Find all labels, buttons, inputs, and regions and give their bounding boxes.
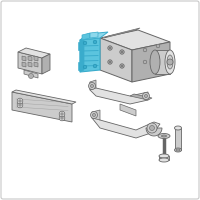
Circle shape (120, 64, 124, 68)
Circle shape (90, 84, 94, 88)
Polygon shape (90, 80, 96, 90)
Polygon shape (12, 92, 72, 122)
Circle shape (59, 111, 65, 117)
Circle shape (143, 48, 147, 52)
Circle shape (17, 98, 23, 104)
Ellipse shape (174, 148, 182, 152)
Circle shape (109, 47, 111, 49)
Circle shape (92, 114, 96, 116)
Ellipse shape (162, 135, 166, 137)
Circle shape (121, 51, 123, 53)
Ellipse shape (174, 126, 182, 130)
Circle shape (83, 65, 87, 69)
Circle shape (108, 60, 112, 64)
Polygon shape (100, 30, 170, 50)
Polygon shape (120, 104, 136, 116)
Circle shape (120, 50, 124, 54)
Polygon shape (28, 56, 32, 61)
Circle shape (59, 115, 65, 121)
Polygon shape (175, 128, 181, 150)
Polygon shape (42, 54, 50, 74)
Polygon shape (100, 38, 132, 82)
Circle shape (143, 60, 147, 64)
Circle shape (156, 44, 160, 48)
Circle shape (61, 117, 63, 119)
Polygon shape (18, 48, 50, 58)
Circle shape (144, 95, 148, 98)
Polygon shape (159, 156, 169, 160)
Circle shape (29, 73, 34, 78)
Polygon shape (155, 50, 170, 74)
Polygon shape (146, 128, 162, 136)
Polygon shape (22, 62, 26, 67)
Ellipse shape (167, 55, 173, 69)
Polygon shape (78, 62, 80, 70)
Polygon shape (92, 110, 100, 120)
Polygon shape (90, 32, 98, 38)
Polygon shape (80, 32, 108, 40)
Polygon shape (80, 38, 100, 72)
Ellipse shape (159, 158, 169, 162)
Polygon shape (34, 56, 38, 61)
Polygon shape (92, 112, 160, 138)
Circle shape (121, 65, 123, 67)
Polygon shape (104, 28, 140, 38)
Polygon shape (28, 62, 32, 67)
Polygon shape (78, 42, 80, 50)
Ellipse shape (158, 134, 170, 138)
Circle shape (93, 64, 97, 68)
Circle shape (147, 123, 157, 133)
Circle shape (93, 40, 97, 44)
Circle shape (156, 56, 160, 60)
Ellipse shape (165, 50, 175, 74)
Ellipse shape (150, 50, 160, 74)
Circle shape (142, 92, 150, 99)
Circle shape (19, 100, 21, 102)
Polygon shape (90, 82, 148, 104)
Polygon shape (82, 33, 90, 40)
Polygon shape (18, 52, 42, 74)
Ellipse shape (176, 149, 180, 151)
Polygon shape (132, 42, 170, 82)
Circle shape (17, 102, 23, 108)
Circle shape (90, 112, 98, 118)
Circle shape (88, 82, 96, 90)
Polygon shape (22, 56, 26, 61)
Polygon shape (80, 38, 84, 72)
Circle shape (108, 46, 112, 50)
Circle shape (83, 41, 87, 45)
Circle shape (109, 61, 111, 63)
Polygon shape (130, 94, 152, 100)
Circle shape (61, 113, 63, 115)
Circle shape (150, 126, 154, 130)
Circle shape (167, 59, 173, 65)
Circle shape (19, 104, 21, 106)
Polygon shape (12, 90, 76, 104)
Polygon shape (34, 62, 38, 67)
Polygon shape (24, 70, 38, 78)
Ellipse shape (159, 154, 169, 158)
